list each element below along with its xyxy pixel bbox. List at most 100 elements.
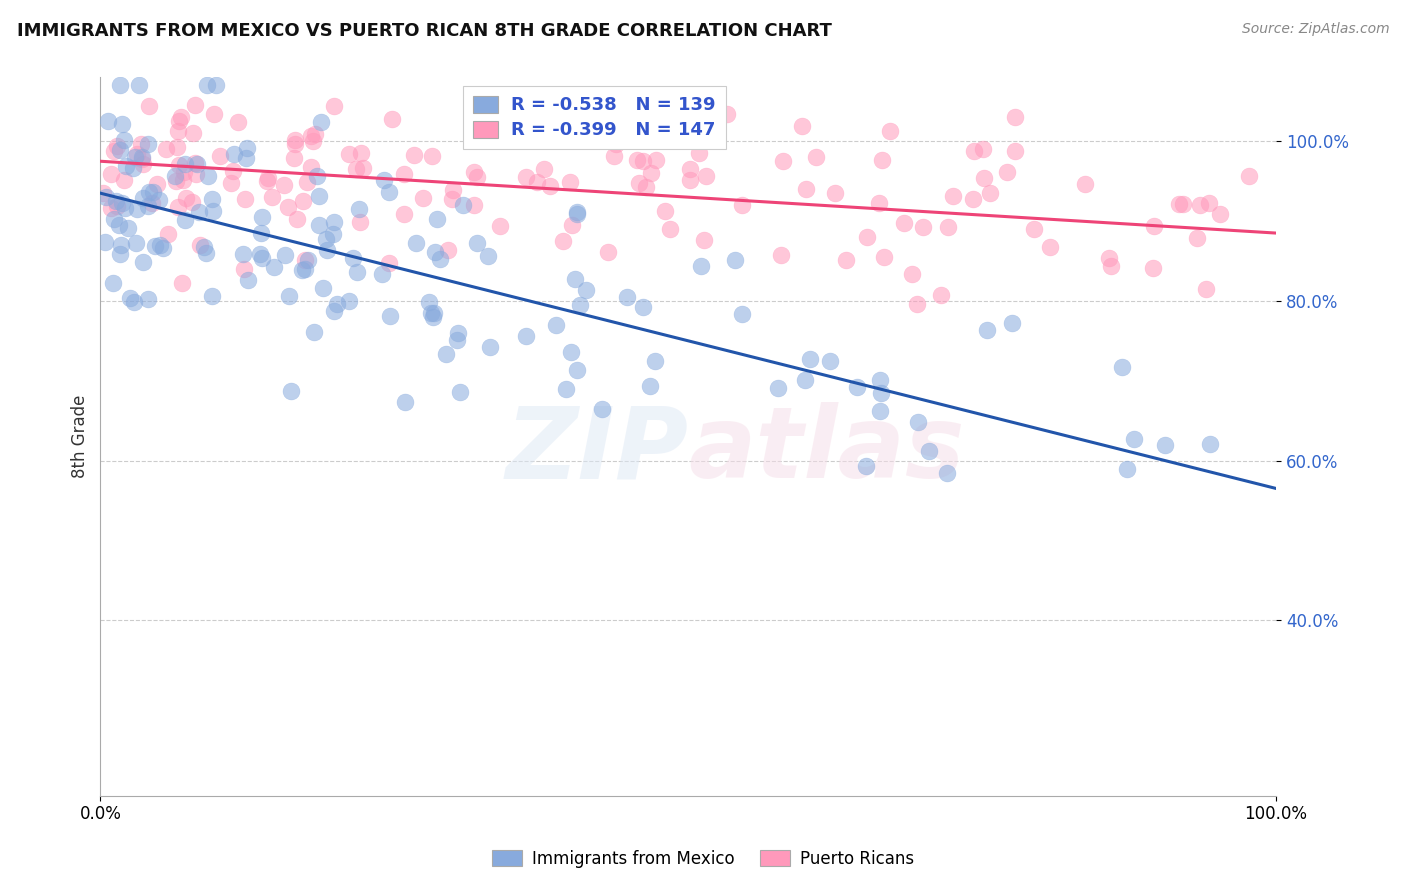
Point — [790, 119, 813, 133]
Point — [538, 178, 561, 193]
Point — [976, 323, 998, 337]
Point — [315, 232, 337, 246]
Point — [184, 155, 207, 169]
Point — [235, 151, 257, 165]
Point — [273, 178, 295, 193]
Point — [679, 161, 702, 176]
Point — [114, 202, 136, 216]
Point — [1198, 437, 1220, 451]
Point — [294, 253, 316, 268]
Point — [136, 199, 159, 213]
Point — [222, 147, 245, 161]
Point — [138, 99, 160, 113]
Point — [434, 347, 457, 361]
Point — [377, 185, 399, 199]
Point — [489, 219, 512, 233]
Point — [429, 252, 451, 266]
Point — [302, 134, 325, 148]
Point — [291, 194, 314, 208]
Point — [412, 191, 434, 205]
Point — [152, 241, 174, 255]
Point — [627, 176, 650, 190]
Point — [870, 386, 893, 401]
Point — [232, 261, 254, 276]
Point — [461, 128, 484, 143]
Point — [1185, 230, 1208, 244]
Point — [236, 141, 259, 155]
Point — [277, 200, 299, 214]
Point — [273, 248, 295, 262]
Point — [117, 220, 139, 235]
Point — [1073, 177, 1095, 191]
Point — [479, 340, 502, 354]
Point — [1022, 221, 1045, 235]
Point — [155, 142, 177, 156]
Point — [284, 133, 307, 147]
Point — [918, 444, 941, 458]
Point — [131, 152, 153, 166]
Point — [1001, 316, 1024, 330]
Point — [818, 353, 841, 368]
Point — [835, 252, 858, 267]
Point — [205, 78, 228, 93]
Point — [716, 107, 738, 121]
Point — [125, 202, 148, 216]
Point — [232, 246, 254, 260]
Point — [233, 192, 256, 206]
Point — [347, 202, 370, 217]
Point — [689, 259, 711, 273]
Point — [202, 203, 225, 218]
Point — [872, 250, 894, 264]
Point — [426, 212, 449, 227]
Point — [302, 326, 325, 340]
Point — [1098, 251, 1121, 265]
Point — [294, 262, 316, 277]
Point — [252, 211, 274, 225]
Point — [174, 213, 197, 227]
Point — [446, 333, 468, 347]
Point — [644, 153, 666, 168]
Point — [143, 239, 166, 253]
Point — [565, 206, 588, 220]
Point — [291, 262, 314, 277]
Point — [392, 167, 415, 181]
Point — [170, 276, 193, 290]
Point — [299, 129, 322, 144]
Point — [100, 167, 122, 181]
Point — [201, 192, 224, 206]
Point — [418, 294, 440, 309]
Point — [103, 144, 125, 158]
Point — [167, 157, 190, 171]
Point — [972, 142, 994, 156]
Point — [138, 186, 160, 200]
Point — [799, 352, 821, 367]
Point — [173, 165, 195, 179]
Point — [731, 198, 754, 212]
Point — [638, 379, 661, 393]
Point — [193, 240, 215, 254]
Text: IMMIGRANTS FROM MEXICO VS PUERTO RICAN 8TH GRADE CORRELATION CHART: IMMIGRANTS FROM MEXICO VS PUERTO RICAN 8… — [17, 22, 832, 40]
Point — [451, 198, 474, 212]
Point — [138, 136, 160, 151]
Point — [346, 265, 368, 279]
Point — [394, 395, 416, 409]
Point — [308, 189, 330, 203]
Point — [963, 145, 986, 159]
Point — [166, 139, 188, 153]
Point — [869, 373, 891, 387]
Point — [167, 200, 190, 214]
Point — [103, 276, 125, 290]
Point — [141, 196, 163, 211]
Point — [183, 126, 205, 140]
Point — [794, 373, 817, 387]
Point — [564, 272, 586, 286]
Point — [423, 244, 446, 259]
Point — [515, 170, 537, 185]
Point — [907, 416, 929, 430]
Text: atlas: atlas — [688, 402, 965, 500]
Point — [693, 233, 716, 247]
Point — [371, 267, 394, 281]
Point — [94, 235, 117, 249]
Point — [110, 143, 132, 157]
Point — [322, 215, 344, 229]
